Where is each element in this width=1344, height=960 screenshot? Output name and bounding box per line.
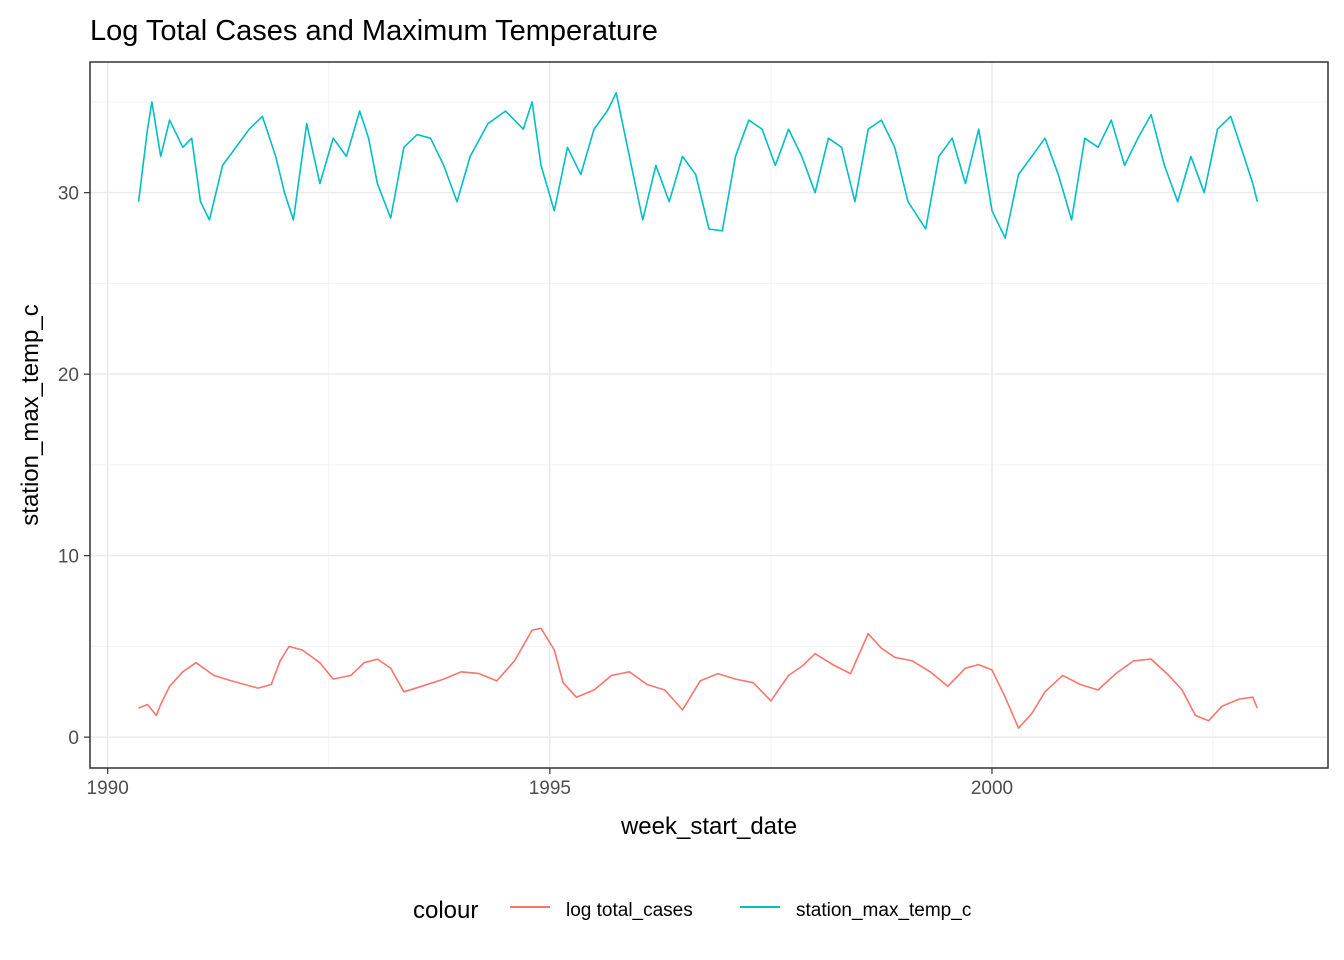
- legend-title: colour: [413, 897, 478, 924]
- x-axis-label: week_start_date: [620, 813, 797, 840]
- x-tick-label: 1990: [87, 778, 129, 799]
- legend-label-station-max-temp: station_max_temp_c: [796, 900, 971, 921]
- series-line-1: [137, 92, 1259, 239]
- y-axis-ticks: 0 10 20 30: [58, 184, 90, 749]
- legend: colour log total_cases station_max_temp_…: [413, 897, 971, 924]
- x-tick-label: 1995: [529, 778, 571, 799]
- legend-label-log-total-cases: log total_cases: [566, 900, 693, 921]
- grid-minor: [90, 62, 1328, 768]
- series-line-0: [138, 627, 1259, 729]
- y-tick-label: 30: [58, 184, 79, 205]
- x-axis-ticks: 1990 1995 2000: [87, 768, 1013, 799]
- y-tick-label: 0: [68, 728, 79, 749]
- x-tick-label: 2000: [971, 778, 1013, 799]
- chart-title: Log Total Cases and Maximum Temperature: [90, 15, 658, 47]
- grid-major: [90, 62, 1328, 768]
- series-layer: [137, 92, 1259, 729]
- y-tick-label: 10: [58, 547, 79, 568]
- y-tick-label: 20: [58, 365, 79, 386]
- plot-panel-border: [89, 61, 1329, 769]
- y-axis-label: station_max_temp_c: [17, 304, 44, 525]
